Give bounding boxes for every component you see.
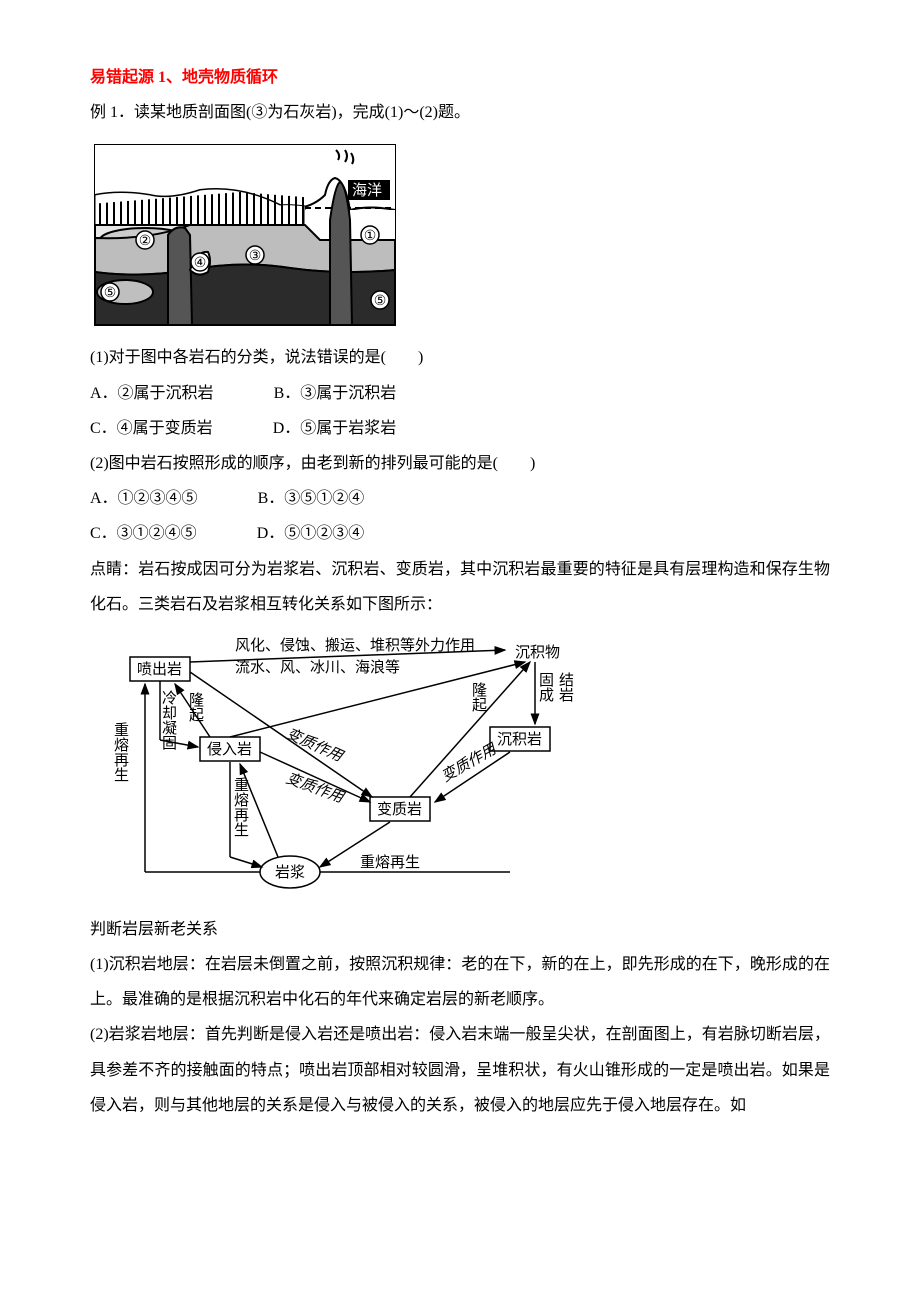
svg-text:侵入岩: 侵入岩 bbox=[207, 741, 252, 758]
svg-text:风化、侵蚀、搬运、堆积等外力作用: 风化、侵蚀、搬运、堆积等外力作用 bbox=[235, 636, 475, 654]
svg-text:重熔再生: 重熔再生 bbox=[112, 722, 129, 782]
error-source-title: 易错起源 1、地壳物质循环 bbox=[90, 60, 830, 95]
svg-text:重熔再生: 重熔再生 bbox=[360, 854, 420, 871]
svg-text:②: ② bbox=[139, 234, 152, 249]
svg-text:变质作用: 变质作用 bbox=[284, 770, 348, 807]
svg-text:流水、风、冰川、海浪等: 流水、风、冰川、海浪等 bbox=[235, 658, 400, 676]
para-sedimentary: (1)沉积岩地层：在岩层未倒置之前，按照沉积规律：老的在下，新的在上，即先形成的… bbox=[90, 947, 830, 1017]
svg-text:变质岩: 变质岩 bbox=[377, 801, 422, 818]
svg-text:沉积岩: 沉积岩 bbox=[497, 731, 542, 748]
q2-opt-b: B．③⑤①②④ bbox=[258, 481, 365, 516]
svg-text:隆起: 隆起 bbox=[470, 682, 487, 712]
example-intro: 例 1．读某地质剖面图(③为石灰岩)，完成(1)～(2)题。 bbox=[90, 95, 830, 130]
q1-opt-d: D．⑤属于岩浆岩 bbox=[273, 411, 397, 446]
svg-text:⑤: ⑤ bbox=[374, 294, 387, 309]
svg-text:固成: 固成 bbox=[537, 672, 554, 703]
svg-text:岩浆: 岩浆 bbox=[275, 863, 305, 881]
q1-opt-c: C．④属于变质岩 bbox=[90, 411, 213, 446]
para-igneous: (2)岩浆岩地层：首先判断是侵入岩还是喷出岩：侵入岩末端一般呈尖状，在剖面图上，… bbox=[90, 1017, 830, 1123]
svg-text:喷出岩: 喷出岩 bbox=[137, 661, 182, 678]
q1-stem: (1)对于图中各岩石的分类，说法错误的是( ) bbox=[90, 340, 830, 375]
svg-text:重熔再生: 重熔再生 bbox=[232, 777, 249, 837]
subheading-age: 判断岩层新老关系 bbox=[90, 912, 830, 947]
figure-2-rock-cycle: 风化、侵蚀、搬运、堆积等外力作用 流水、风、冰川、海浪等 喷出岩 沉积物 侵入岩… bbox=[90, 632, 830, 902]
svg-text:结岩: 结岩 bbox=[557, 672, 574, 702]
svg-text:⑤: ⑤ bbox=[104, 286, 117, 301]
svg-text:沉积物: 沉积物 bbox=[515, 644, 560, 661]
q2-opt-a: A．①②③④⑤ bbox=[90, 481, 198, 516]
q2-opt-d: D．⑤①②③④ bbox=[257, 516, 365, 551]
svg-text:③: ③ bbox=[249, 249, 262, 264]
svg-text:隆起: 隆起 bbox=[187, 692, 204, 722]
svg-text:①: ① bbox=[364, 229, 377, 244]
q1-opt-a: A．②属于沉积岩 bbox=[90, 376, 214, 411]
hint-text: 点睛：岩石按成因可分为岩浆岩、沉积岩、变质岩，其中沉积岩最重要的特征是具有层理构… bbox=[90, 552, 830, 622]
svg-text:变质作用: 变质作用 bbox=[283, 725, 347, 766]
svg-text:冷却凝固: 冷却凝固 bbox=[160, 690, 177, 750]
figure-1-cross-section: 海洋 ① ② ③ ④ ⑤ ⑤ bbox=[90, 140, 830, 330]
q2-opt-c: C．③①②④⑤ bbox=[90, 516, 197, 551]
q2-stem: (2)图中岩石按照形成的顺序，由老到新的排列最可能的是( ) bbox=[90, 446, 830, 481]
svg-text:海洋: 海洋 bbox=[352, 182, 382, 199]
q1-opt-b: B．③属于沉积岩 bbox=[274, 376, 397, 411]
svg-text:④: ④ bbox=[194, 256, 207, 271]
